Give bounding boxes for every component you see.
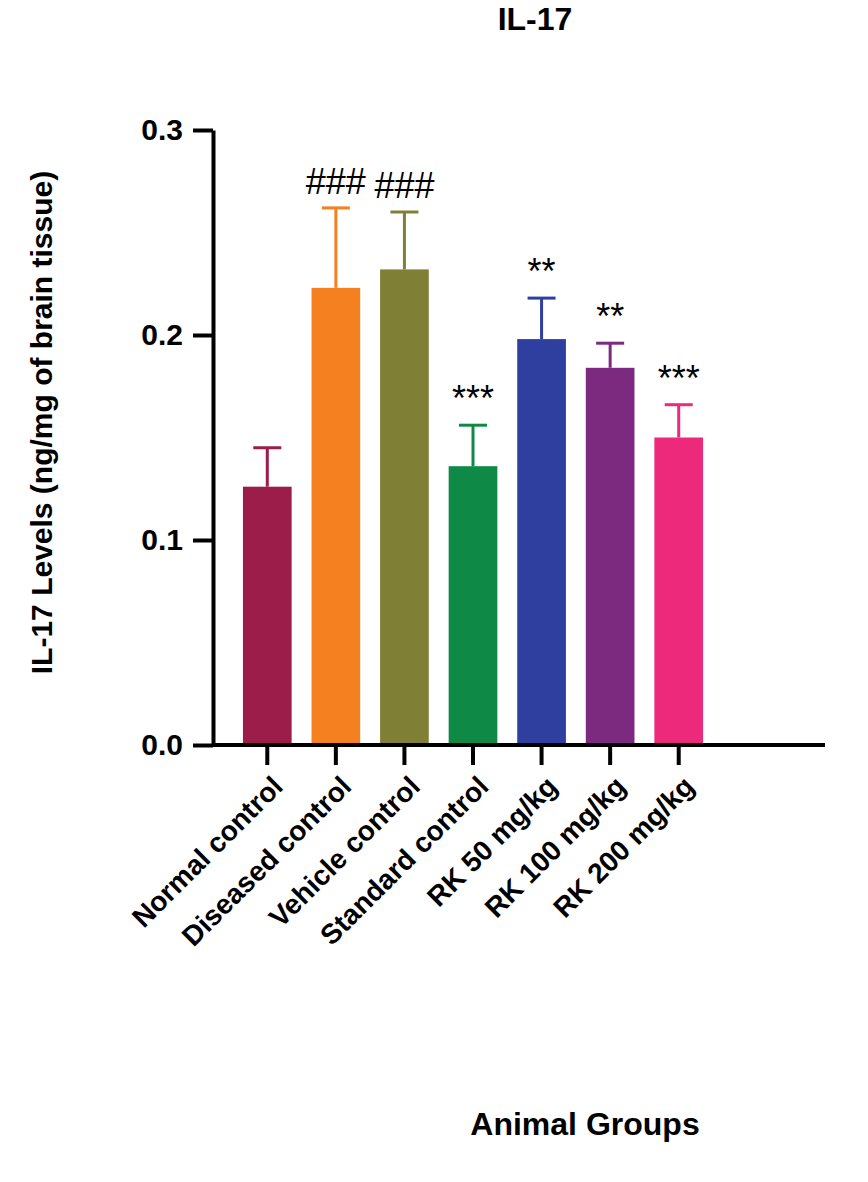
y-tick-mark xyxy=(193,539,213,543)
x-tick-mark xyxy=(677,745,681,765)
x-tick-mark xyxy=(265,745,269,765)
error-bar-stem xyxy=(403,212,406,269)
plot-area xyxy=(243,208,703,745)
bar xyxy=(654,438,703,746)
bar xyxy=(380,269,429,745)
error-bar-cap xyxy=(665,403,693,406)
x-tick-label: RK 200 mg/kg xyxy=(547,771,700,924)
y-axis-title: IL-17 Levels (ng/mg of brain tissue) xyxy=(25,171,58,674)
y-tick-label: 0.0 xyxy=(141,728,183,761)
y-tick: 0.1 xyxy=(141,523,213,556)
error-bar-stem xyxy=(609,343,612,368)
x-axis-line xyxy=(213,743,825,747)
error-bar-stem xyxy=(266,448,269,487)
y-tick-mark xyxy=(193,334,213,338)
error-bar-cap xyxy=(528,297,556,300)
y-axis-line xyxy=(212,131,216,746)
x-axis: Normal controlDiseased controlVehicle co… xyxy=(126,745,825,952)
x-tick-mark xyxy=(608,745,612,765)
y-tick-label: 0.3 xyxy=(141,113,183,146)
significance-label: *** xyxy=(452,378,494,419)
error-bar xyxy=(596,343,624,368)
x-axis-title: Animal Groups xyxy=(470,1106,699,1142)
x-tick-mark xyxy=(334,745,338,765)
error-bar xyxy=(322,208,350,288)
error-bar-cap xyxy=(390,211,418,214)
error-bar xyxy=(253,448,281,487)
error-bar-cap xyxy=(322,206,350,209)
bar xyxy=(312,288,361,745)
error-bar-stem xyxy=(334,208,337,288)
y-tick-label: 0.2 xyxy=(141,318,183,351)
significance-label: ** xyxy=(528,251,556,292)
error-bar-stem xyxy=(472,425,475,466)
significance-label: ### xyxy=(306,161,366,202)
error-bar-stem xyxy=(677,405,680,438)
x-tick-mark xyxy=(402,745,406,765)
y-tick: 0.0 xyxy=(141,728,213,761)
significance-label: *** xyxy=(658,358,700,399)
y-tick-mark xyxy=(193,744,213,748)
bar xyxy=(449,466,498,745)
error-bar xyxy=(459,425,487,466)
x-tick-mark xyxy=(471,745,475,765)
y-tick-mark xyxy=(193,129,213,133)
error-bar xyxy=(528,298,556,339)
title: IL-17 xyxy=(498,1,573,37)
significance-label: ### xyxy=(374,165,434,206)
chart: 0.0 0.1 0.2 0.3 Normal controlDiseased contr… xyxy=(0,0,868,1182)
error-bar xyxy=(390,212,418,269)
y-tick: 0.3 xyxy=(141,113,213,146)
error-bar xyxy=(665,405,693,438)
y-tick-label: 0.1 xyxy=(141,523,183,556)
error-bar-cap xyxy=(253,446,281,449)
x-tick: RK 200 mg/kg xyxy=(547,745,700,923)
bar xyxy=(517,339,566,745)
y-axis: 0.0 0.1 0.2 0.3 xyxy=(141,113,213,761)
significance-label: ** xyxy=(596,296,624,337)
bar xyxy=(243,487,292,745)
bar xyxy=(586,368,635,745)
x-tick-mark xyxy=(540,745,544,765)
error-bar-stem xyxy=(540,298,543,339)
error-bar-cap xyxy=(596,342,624,345)
error-bar-cap xyxy=(459,424,487,427)
y-tick: 0.2 xyxy=(141,318,213,351)
